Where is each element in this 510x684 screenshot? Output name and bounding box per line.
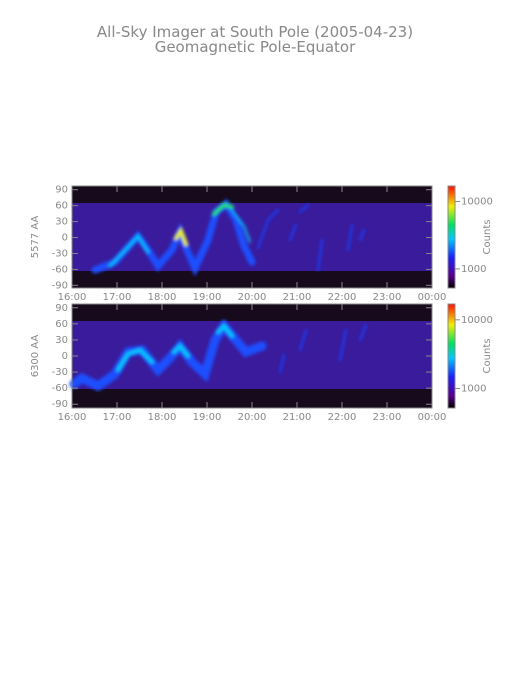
colorbar-frame <box>447 185 456 289</box>
chart-title: All-Sky Imager at South Pole (2005-04-23… <box>97 23 413 41</box>
x-tick-label: 17:00 <box>103 292 132 303</box>
y-tick-label: 30 <box>55 335 68 346</box>
y-tick-label: 0 <box>62 233 68 244</box>
y-tick-label: -90 <box>52 399 68 410</box>
x-tick-label: 20:00 <box>238 292 267 303</box>
x-tick-label: 19:00 <box>193 292 222 303</box>
keogram-image <box>69 304 432 408</box>
x-tick-label: 19:00 <box>193 412 222 423</box>
colorbar-tick-label: 10000 <box>461 315 493 326</box>
x-tick-label: 16:00 <box>58 292 87 303</box>
y-tick-label: 60 <box>55 201 68 212</box>
x-tick-label: 00:00 <box>418 412 447 423</box>
colorbar-frame <box>447 303 456 409</box>
y-tick-label: 90 <box>55 185 68 196</box>
x-tick-label: 22:00 <box>328 412 357 423</box>
y-tick-label: -60 <box>52 383 68 394</box>
colorbar-label: Counts <box>482 220 493 255</box>
y-tick-label: -30 <box>52 367 68 378</box>
colorbar <box>448 304 455 408</box>
chart-subtitle: Geomagnetic Pole-Equator <box>155 38 356 56</box>
x-tick-label: 23:00 <box>373 412 402 423</box>
y-tick-label: 30 <box>55 217 68 228</box>
x-tick-label: 18:00 <box>148 292 177 303</box>
colorbar-tick-label: 1000 <box>461 264 486 275</box>
x-tick-label: 20:00 <box>238 412 267 423</box>
x-tick-label: 21:00 <box>283 412 312 423</box>
keogram-image <box>72 186 432 288</box>
y-axis-label: 5577 AA <box>30 216 41 259</box>
y-tick-label: 90 <box>55 303 68 314</box>
x-tick-label: 17:00 <box>103 412 132 423</box>
y-tick-label: -90 <box>52 280 68 291</box>
y-tick-label: -30 <box>52 248 68 259</box>
x-tick-label: 21:00 <box>283 292 312 303</box>
y-tick-label: 0 <box>62 351 68 362</box>
colorbar-label: Counts <box>482 339 493 374</box>
y-axis-label: 6300 AA <box>30 335 41 378</box>
y-tick-label: 60 <box>55 319 68 330</box>
x-tick-label: 16:00 <box>58 412 87 423</box>
colorbar-tick-label: 1000 <box>461 383 486 394</box>
x-tick-label: 22:00 <box>328 292 357 303</box>
colorbar-tick-label: 10000 <box>461 197 493 208</box>
x-tick-label: 18:00 <box>148 412 177 423</box>
colorbar <box>448 186 455 288</box>
x-tick-label: 23:00 <box>373 292 402 303</box>
x-tick-label: 00:00 <box>418 292 447 303</box>
y-tick-label: -60 <box>52 264 68 275</box>
